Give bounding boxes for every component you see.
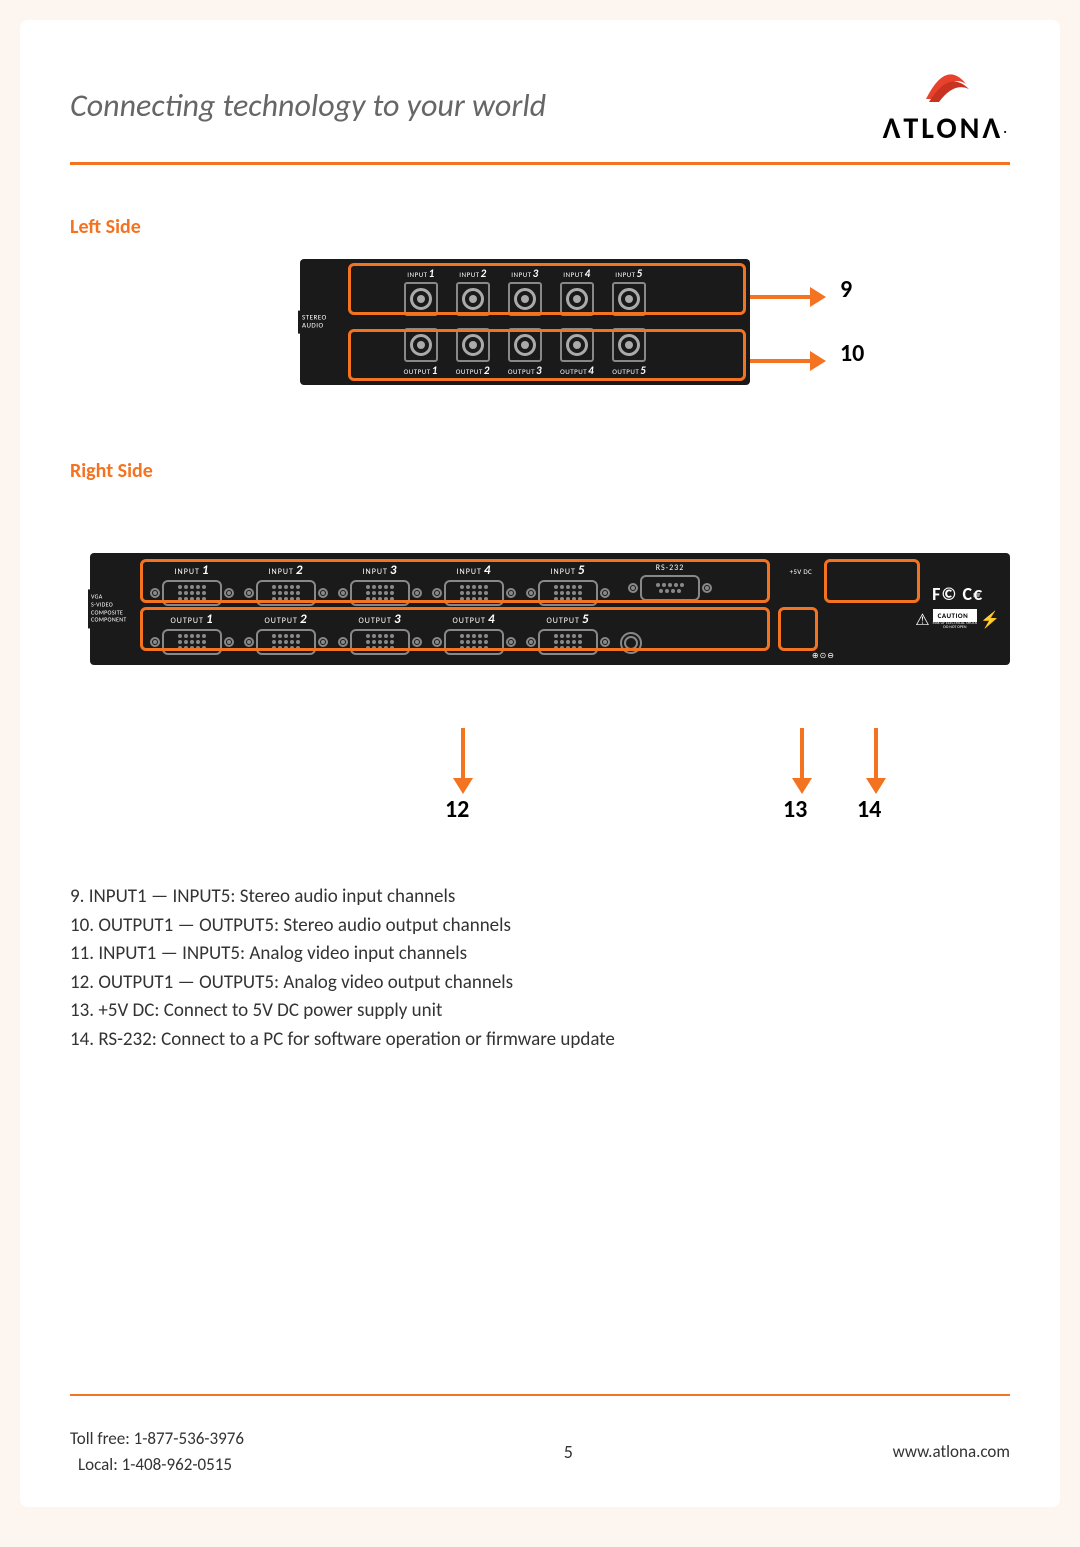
audio-output-row: OUTPUT1 OUTPUT2 OUTPUT3 OUTPUT4 OUTPUT5 (308, 328, 742, 377)
desc-14: 14. RS-232: Connect to a PC for software… (70, 1026, 1010, 1055)
audio-output-5 (612, 328, 646, 362)
callout-9: 9 (840, 275, 852, 304)
audio-output-1 (404, 328, 438, 362)
audio-input-3 (508, 282, 542, 316)
audio-input-row: INPUT 1 INPUT 2 INPUT 3 INPUT 4 INPUT 5 (308, 267, 742, 316)
callout-12: 12 (445, 795, 469, 824)
brand-name: ΛTLONΛ. (883, 110, 1010, 147)
video-input-1 (150, 580, 234, 606)
video-output-4 (432, 629, 516, 655)
footer-rule (70, 1394, 1010, 1396)
desc-12: 12. OUTPUT1 — OUTPUT5: Analog video outp… (70, 969, 1010, 998)
video-input-3 (338, 580, 422, 606)
audio-output-2 (456, 328, 490, 362)
toll-free: Toll free: 1-877-536-3976 (70, 1426, 244, 1452)
video-input-5 (526, 580, 610, 606)
audio-panel: STEREOAUDIO INPUT 1 INPUT 2 INPUT 3 INPU… (300, 259, 750, 385)
fcc-ce-label: F© C€ (932, 583, 983, 605)
desc-11: 11. INPUT1 — INPUT5: Analog video input … (70, 940, 1010, 969)
logo-swoosh-icon (921, 64, 971, 104)
power-jack (620, 632, 642, 654)
video-input-2 (244, 580, 328, 606)
video-output-row: OUTPUT 1 OUTPUT2 OUTPUT3 OUTPUT4 OUTPUT5 (150, 612, 1000, 655)
video-panel: VGAS-VIDEOCOMPOSITECOMPONENT INPUT 1 INP… (90, 553, 1010, 665)
audio-output-3 (508, 328, 542, 362)
desc-10: 10. OUTPUT1 — OUTPUT5: Stereo audio outp… (70, 912, 1010, 941)
callout-13: 13 (783, 795, 807, 824)
desc-9: 9. INPUT1 — INPUT5: Stereo audio input c… (70, 883, 1010, 912)
page-card: Connecting technology to your world ΛTLO… (20, 20, 1060, 1507)
video-output-5 (526, 629, 610, 655)
page-footer: Toll free: 1-877-536-3976 Local: 1-408-9… (70, 1394, 1010, 1477)
page-header: Connecting technology to your world ΛTLO… (70, 60, 1010, 150)
video-type-label: VGAS-VIDEOCOMPOSITECOMPONENT (88, 589, 130, 628)
footer-url: www.atlona.com (893, 1441, 1010, 1462)
footer-contact: Toll free: 1-877-536-3976 Local: 1-408-9… (70, 1426, 244, 1477)
tagline: Connecting technology to your world (70, 86, 546, 125)
description-list: 9. INPUT1 — INPUT5: Stereo audio input c… (70, 883, 1010, 1054)
shock-icon: ⚡ (980, 610, 1000, 630)
header-rule (70, 162, 1010, 165)
video-output-1 (150, 629, 234, 655)
audio-input-2 (456, 282, 490, 316)
stereo-audio-label: STEREOAUDIO (298, 311, 331, 334)
audio-output-4 (560, 328, 594, 362)
audio-input-1 (404, 282, 438, 316)
right-side-label: Right Side (70, 459, 1010, 483)
caution-subtext: RISK OF ELECTRICAL SHOCKDO NOT OPEN (933, 622, 977, 631)
video-input-row: INPUT 1 INPUT 2 INPUT 3 INPUT 4 INPUT 5 … (150, 563, 1000, 606)
arrow-9 (750, 287, 826, 307)
callout-10: 10 (840, 339, 864, 368)
arrow-13 (792, 728, 812, 794)
audio-input-5 (612, 282, 646, 316)
left-side-diagram: STEREOAUDIO INPUT 1 INPUT 2 INPUT 3 INPU… (70, 259, 1010, 409)
arrow-14 (866, 728, 886, 794)
warning-icon: ⚠ (915, 610, 929, 630)
video-output-3 (338, 629, 422, 655)
rs232-port (628, 575, 712, 601)
left-side-label: Left Side (70, 215, 1010, 239)
certification-area: F© C€ ⚠ CAUTION RISK OF ELECTRICAL SHOCK… (915, 583, 1000, 631)
video-input-4 (432, 580, 516, 606)
video-output-2 (244, 629, 328, 655)
page-number: 5 (564, 1441, 573, 1463)
audio-input-4 (560, 282, 594, 316)
arrow-12 (453, 728, 473, 794)
brand-logo: ΛTLONΛ. (883, 64, 1010, 147)
arrow-10 (750, 351, 826, 371)
power-label: +5V DC (790, 567, 812, 576)
polarity-icon: ⊕⊙⊖ (812, 651, 835, 661)
right-side-diagram: 11 VGAS-VIDEOCOMPOSITECOMPONENT INPUT 1 … (70, 553, 1010, 813)
desc-13: 13. +5V DC: Connect to 5V DC power suppl… (70, 997, 1010, 1026)
local-phone: Local: 1-408-962-0515 (70, 1452, 244, 1478)
callout-14: 14 (857, 795, 881, 824)
